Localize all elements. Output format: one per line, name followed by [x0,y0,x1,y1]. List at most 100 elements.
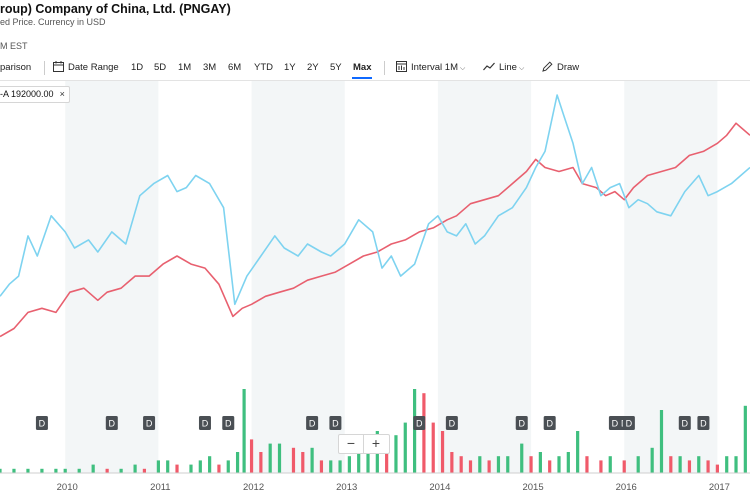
dividend-label: D [225,419,232,429]
volume-bar [0,468,2,473]
line-chart-icon [483,62,495,71]
dividend-label: D [309,419,316,429]
volume-bar [226,460,230,473]
volume-bar [608,456,612,473]
dividend-markers: DDDDDDDDDDDDDDDD [35,416,710,430]
volume-bar [538,452,542,473]
dividend-marker[interactable]: D [622,416,635,430]
dividend-marker[interactable]: D [35,416,48,430]
volume-bar [347,456,351,473]
volume-bar [198,460,202,473]
volume-bar [189,464,193,473]
range-1m[interactable]: 1M [178,62,192,73]
interval-dropdown[interactable]: Interval 1M ⌵ [396,57,465,79]
range-ytd[interactable]: YTD [254,62,273,73]
range-3m[interactable]: 3M [203,62,217,73]
volume-bar [487,460,491,473]
x-tick-label: 2011 [150,482,170,493]
calendar-icon [53,61,64,72]
volume-bar [133,464,137,473]
volume-bar [520,443,524,473]
year-band [437,81,532,473]
volume-bar [403,422,407,473]
volume-bar [54,468,58,473]
series-line-compare [0,94,750,306]
volume-bar [268,443,272,473]
volume-bar [142,468,147,473]
dividend-marker[interactable]: D [697,416,710,430]
dividend-label: D [546,419,553,429]
volume-bar [636,456,640,473]
range-5d[interactable]: 5D [154,62,167,73]
volume-bar [506,456,510,473]
dividend-marker[interactable]: D [515,416,528,430]
volume-bar [249,439,254,473]
zoom-out-button[interactable]: − [339,435,364,453]
volume-bar [687,460,692,473]
dividend-marker[interactable]: D [445,416,458,430]
x-tick-label: 2017 [709,482,730,493]
volume-bar [366,443,370,473]
toolbar-divider [44,61,45,75]
volume-bar [357,447,361,473]
volume-bar [715,464,719,473]
dividend-label: D [332,419,339,429]
comparison-button[interactable]: parison [0,62,32,73]
dividend-marker[interactable]: D [329,416,342,430]
dividend-marker[interactable]: D [143,416,156,430]
volume-bar [40,468,44,473]
x-tick-label: 2015 [522,482,543,493]
volume-bar [208,456,212,473]
zoom-control: − + [338,434,390,454]
dividend-marker[interactable]: D [413,416,426,430]
zoom-in-button[interactable]: + [371,435,381,451]
dividend-marker[interactable]: D [678,416,691,430]
quote-time: M EST [0,41,28,51]
x-tick-label: 2016 [616,482,637,493]
volume-bar [119,468,123,473]
dividend-marker[interactable]: D [105,416,118,430]
interval-value: 1M [444,62,458,73]
dividend-marker[interactable]: D [543,416,556,430]
volume-bar [734,456,738,473]
volume-bar [63,468,67,473]
dividend-label: D [146,419,153,429]
volume-bar [242,389,246,473]
volume-bars [0,389,747,473]
range-1d[interactable]: 1D [131,62,144,73]
volume-bar [77,468,81,473]
dividend-marker[interactable]: D [222,416,235,430]
volume-bar [599,460,603,473]
range-2y[interactable]: 2Y [307,62,319,73]
toolbar-border [0,80,750,81]
year-band [251,81,345,473]
range-1y[interactable]: 1Y [284,62,296,73]
dividend-marker[interactable]: D [198,416,211,430]
date-range-button[interactable]: Date Range [53,57,119,79]
pencil-icon [542,61,553,72]
year-band [65,81,159,473]
dividend-label: D [626,419,633,429]
dividend-label: D [39,419,46,429]
volume-bar [678,456,682,473]
volume-bar [697,456,701,473]
range-6m[interactable]: 6M [228,62,242,73]
close-icon[interactable]: × [59,89,65,99]
comparison-pill-label: -A 192000.00 [0,89,54,99]
volume-bar [478,456,482,473]
comparison-pill: -A 192000.00 × [0,86,70,103]
volume-bar [548,460,552,473]
line-type-dropdown[interactable]: Line ⌵ [483,57,524,79]
range-5y[interactable]: 5Y [330,62,342,73]
quote-subtitle: ed Price. Currency in USD [0,17,106,27]
draw-button[interactable]: Draw [542,57,579,79]
volume-bar [557,456,561,473]
dividend-marker[interactable]: D [306,416,319,430]
volume-bar [338,460,342,473]
price-chart[interactable]: DDDDDDDDDDDDDDDD 20102011201220132014201… [0,81,750,500]
volume-bar [576,431,580,473]
range-max[interactable]: Max [351,57,374,79]
volume-bar [566,452,570,473]
volume-bar [450,452,454,473]
dividend-marker[interactable]: D [608,416,621,430]
